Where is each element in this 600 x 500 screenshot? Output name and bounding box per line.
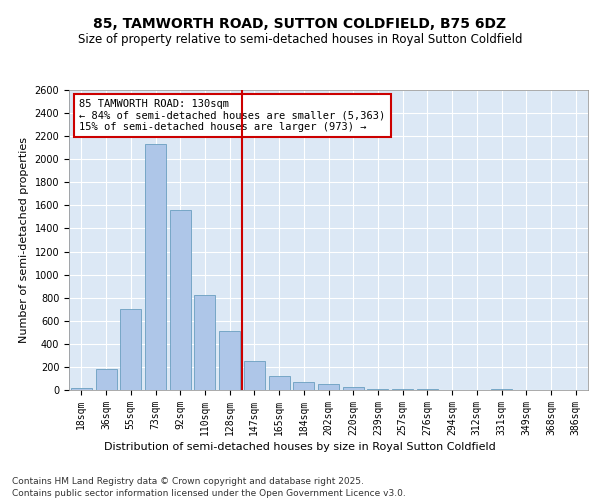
Bar	[219, 331, 240, 390]
Bar	[145, 144, 166, 390]
Bar	[194, 296, 215, 390]
Bar	[417, 389, 438, 390]
Text: Contains public sector information licensed under the Open Government Licence v3: Contains public sector information licen…	[12, 489, 406, 498]
Bar	[71, 388, 92, 390]
Text: 85, TAMWORTH ROAD, SUTTON COLDFIELD, B75 6DZ: 85, TAMWORTH ROAD, SUTTON COLDFIELD, B75…	[94, 18, 506, 32]
Bar	[244, 360, 265, 390]
Y-axis label: Number of semi-detached properties: Number of semi-detached properties	[19, 137, 29, 343]
Bar	[120, 309, 141, 390]
Text: 85 TAMWORTH ROAD: 130sqm
← 84% of semi-detached houses are smaller (5,363)
15% o: 85 TAMWORTH ROAD: 130sqm ← 84% of semi-d…	[79, 99, 386, 132]
Text: Contains HM Land Registry data © Crown copyright and database right 2025.: Contains HM Land Registry data © Crown c…	[12, 478, 364, 486]
Bar	[318, 384, 339, 390]
Bar	[293, 382, 314, 390]
Text: Size of property relative to semi-detached houses in Royal Sutton Coldfield: Size of property relative to semi-detach…	[78, 32, 522, 46]
Bar	[95, 369, 116, 390]
Bar	[343, 386, 364, 390]
Text: Distribution of semi-detached houses by size in Royal Sutton Coldfield: Distribution of semi-detached houses by …	[104, 442, 496, 452]
Bar	[170, 210, 191, 390]
Bar	[269, 376, 290, 390]
